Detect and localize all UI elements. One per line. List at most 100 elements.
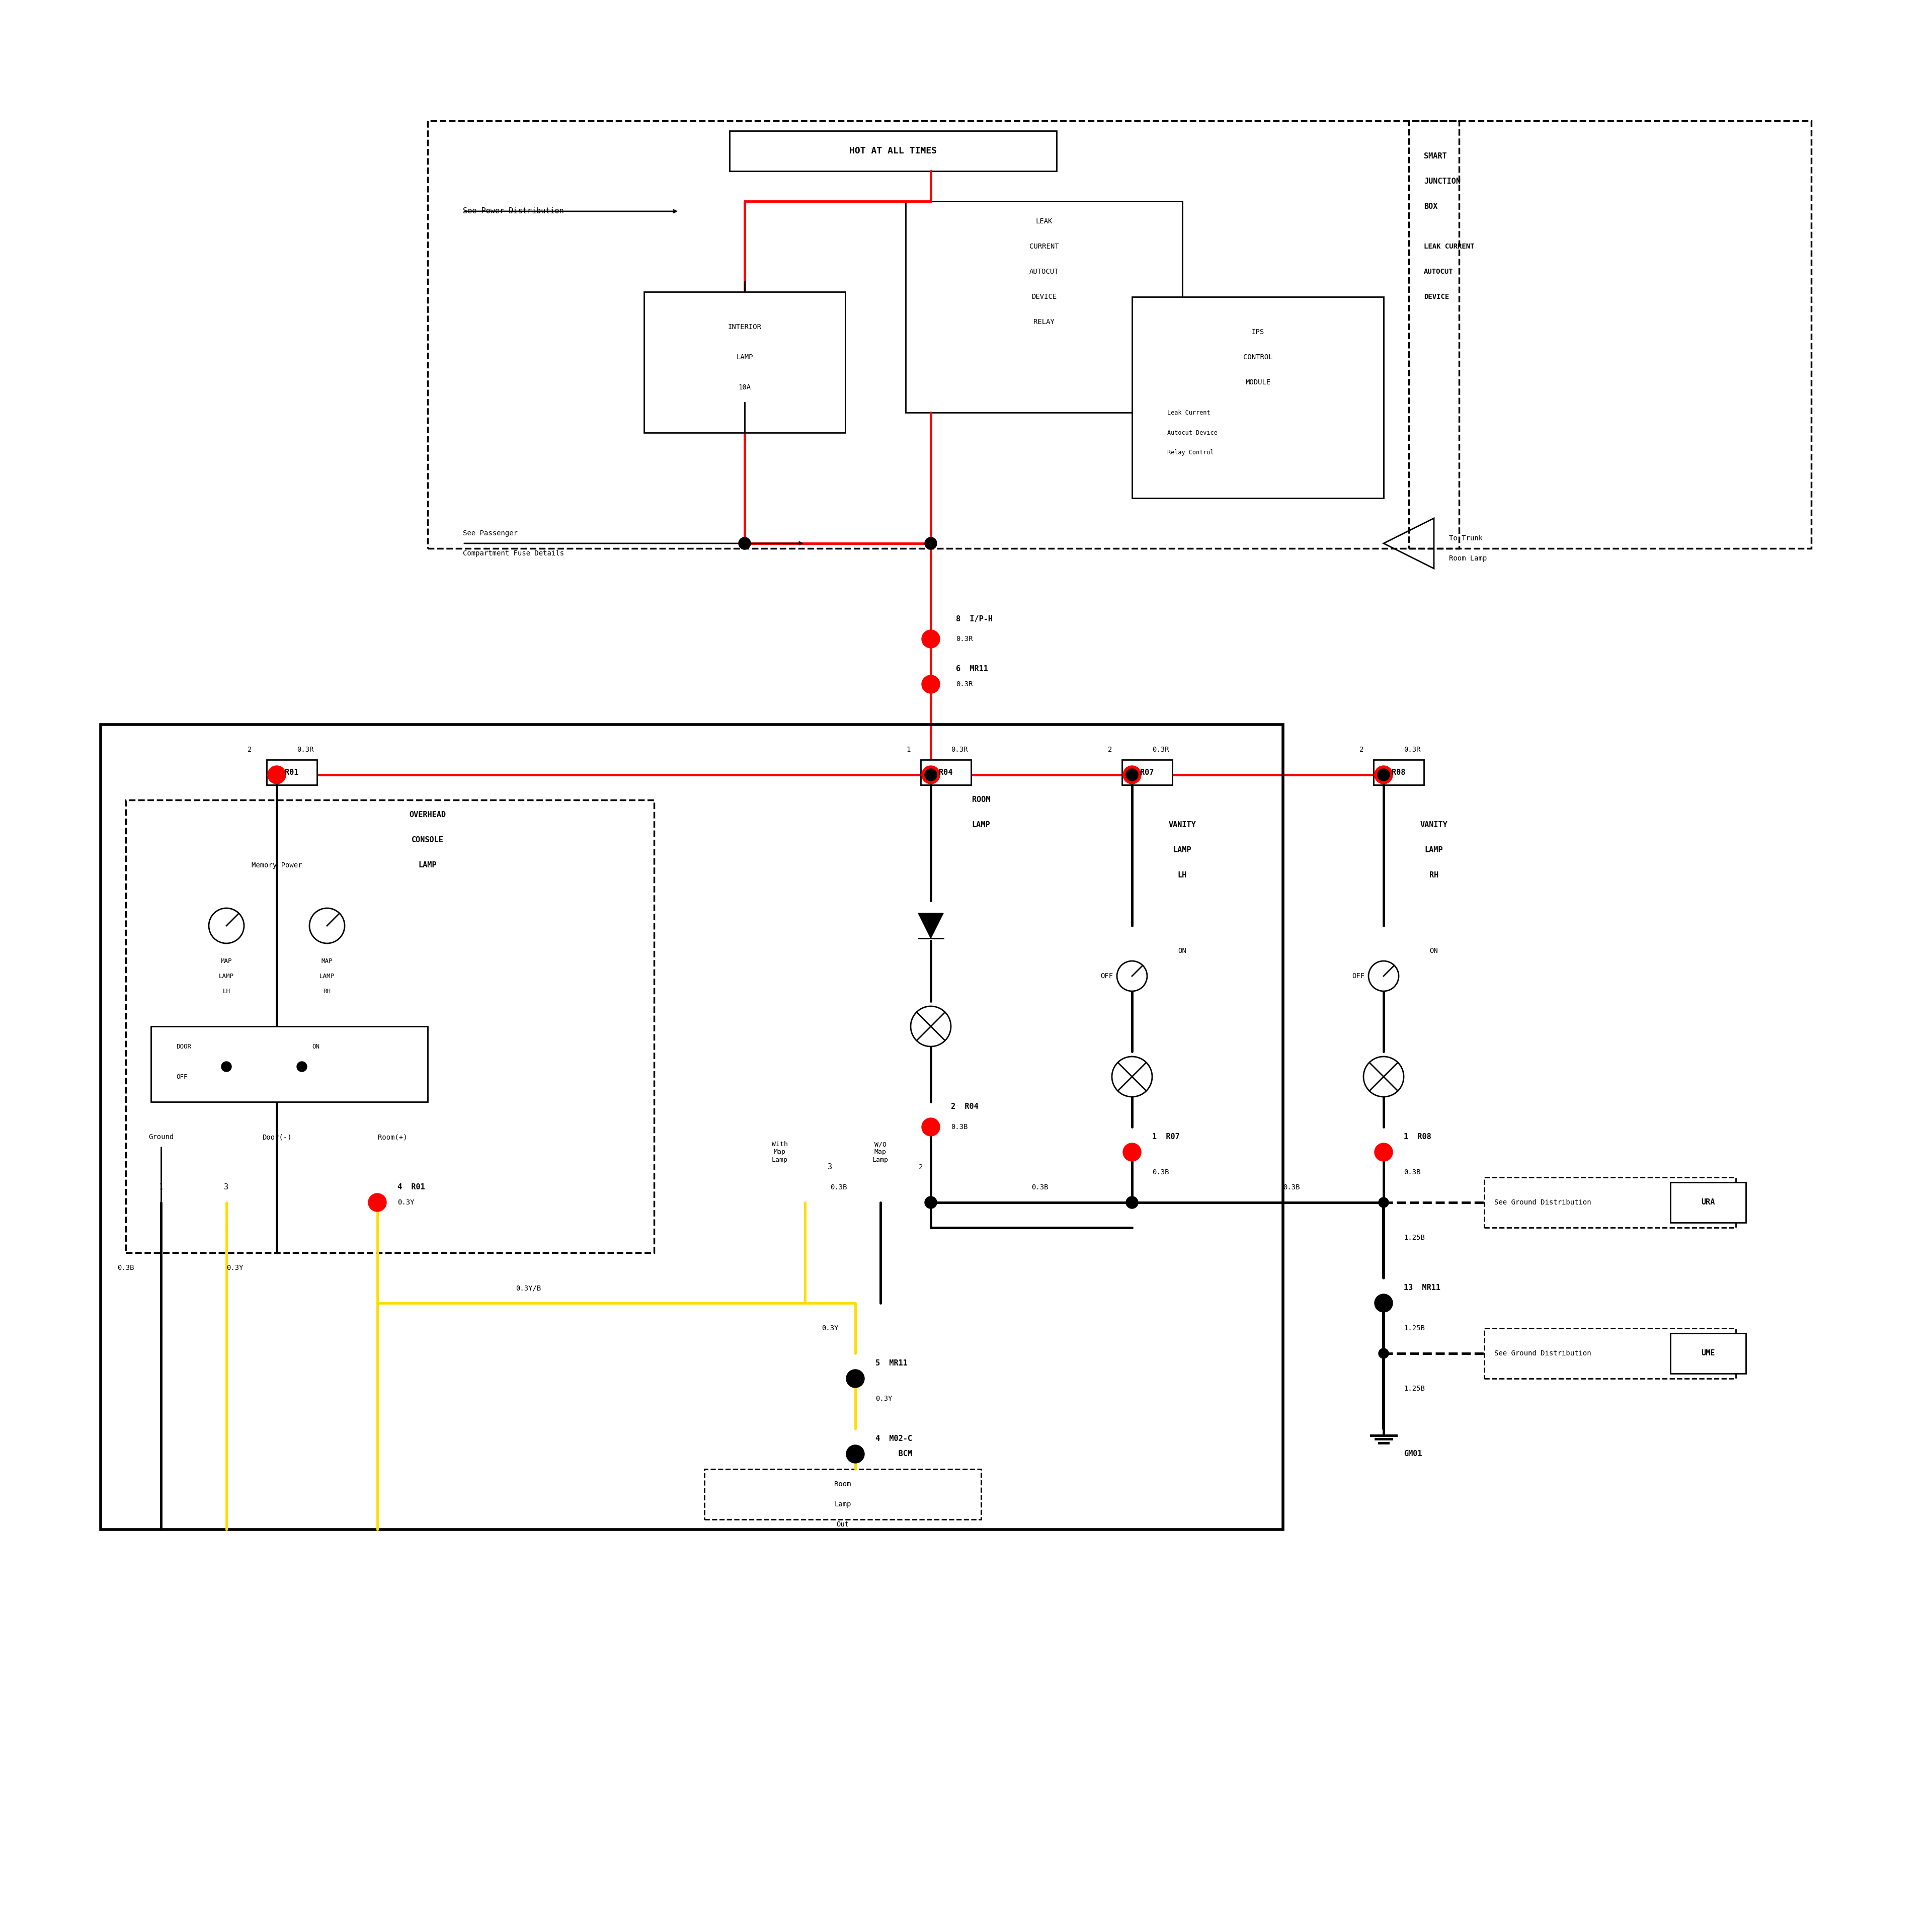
Text: MAP: MAP: [220, 958, 232, 964]
Text: VANITY: VANITY: [1169, 821, 1196, 829]
Text: 5  MR11: 5 MR11: [875, 1360, 908, 1368]
Text: LH: LH: [1179, 871, 1186, 879]
Text: See Ground Distribution: See Ground Distribution: [1493, 1350, 1592, 1356]
Text: 4  M02-C: 4 M02-C: [875, 1435, 912, 1443]
FancyBboxPatch shape: [1132, 298, 1383, 498]
Circle shape: [1122, 1144, 1142, 1161]
Text: Ground: Ground: [149, 1134, 174, 1140]
Circle shape: [910, 1007, 951, 1047]
Text: 0.3B: 0.3B: [831, 1184, 846, 1190]
Text: To Trunk: To Trunk: [1449, 535, 1482, 541]
Text: 2  R04: 2 R04: [951, 1103, 978, 1111]
FancyBboxPatch shape: [906, 201, 1182, 413]
Text: BCM: BCM: [875, 1451, 912, 1459]
Text: LH: LH: [222, 987, 230, 995]
Text: See Ground Distribution: See Ground Distribution: [1493, 1200, 1592, 1206]
Text: W/O
Map
Lamp: W/O Map Lamp: [873, 1142, 889, 1163]
Text: LAMP: LAMP: [736, 354, 753, 361]
Text: 0.3B: 0.3B: [1405, 1169, 1420, 1177]
Circle shape: [298, 1061, 307, 1072]
Text: With
Map
Lamp: With Map Lamp: [771, 1142, 788, 1163]
Circle shape: [925, 1196, 937, 1209]
Polygon shape: [918, 914, 943, 939]
Text: LEAK: LEAK: [1036, 218, 1053, 224]
FancyBboxPatch shape: [730, 131, 1057, 172]
Text: CONTROL: CONTROL: [1242, 354, 1273, 361]
Text: LAMP: LAMP: [218, 974, 234, 980]
Text: DEVICE: DEVICE: [1424, 294, 1449, 299]
Circle shape: [1374, 1294, 1393, 1312]
Text: AUTOCUT: AUTOCUT: [1424, 269, 1453, 274]
Text: 0.3R: 0.3R: [1151, 746, 1169, 753]
Circle shape: [738, 537, 752, 549]
Bar: [427, 120, 1459, 549]
Circle shape: [222, 1061, 232, 1072]
Circle shape: [925, 537, 937, 549]
Text: 4  R01: 4 R01: [398, 1184, 425, 1192]
Text: Room(+): Room(+): [377, 1134, 408, 1140]
Circle shape: [1378, 769, 1389, 781]
Text: R07: R07: [1140, 769, 1153, 777]
Circle shape: [1126, 769, 1138, 781]
Text: 2: 2: [247, 746, 251, 753]
FancyBboxPatch shape: [643, 292, 846, 433]
Text: 0.3B: 0.3B: [1032, 1184, 1049, 1190]
Text: 1.25B: 1.25B: [1405, 1385, 1424, 1393]
Text: R04: R04: [939, 769, 952, 777]
FancyBboxPatch shape: [1374, 759, 1424, 784]
Text: 2: 2: [1107, 746, 1113, 753]
Text: 3: 3: [224, 1184, 228, 1192]
Text: Lamp: Lamp: [835, 1501, 852, 1507]
Text: ON: ON: [311, 1043, 319, 1049]
Circle shape: [922, 1119, 939, 1136]
Text: LAMP: LAMP: [972, 821, 991, 829]
Text: 0.3Y: 0.3Y: [226, 1264, 243, 1271]
Text: Relay Control: Relay Control: [1167, 450, 1213, 456]
Text: 1.25B: 1.25B: [1405, 1235, 1424, 1240]
Text: 0.3B: 0.3B: [1283, 1184, 1300, 1190]
Text: 1: 1: [906, 746, 910, 753]
Circle shape: [1113, 1057, 1151, 1097]
FancyBboxPatch shape: [1671, 1333, 1747, 1374]
FancyBboxPatch shape: [705, 1468, 981, 1519]
Text: 1.25B: 1.25B: [1405, 1325, 1424, 1331]
Text: 3: 3: [827, 1163, 833, 1171]
Text: Room: Room: [835, 1480, 852, 1488]
Text: RELAY: RELAY: [1034, 319, 1055, 325]
Circle shape: [922, 765, 939, 784]
Circle shape: [1368, 960, 1399, 991]
Text: See Power Distribution: See Power Distribution: [464, 207, 564, 214]
Text: 13  MR11: 13 MR11: [1405, 1285, 1441, 1293]
Text: JUNCTION: JUNCTION: [1424, 178, 1461, 185]
Circle shape: [846, 1445, 864, 1463]
Circle shape: [925, 769, 937, 781]
Text: 1: 1: [158, 1184, 164, 1192]
Text: MODULE: MODULE: [1244, 379, 1271, 386]
Text: 0.3B: 0.3B: [118, 1264, 133, 1271]
Text: INTERIOR: INTERIOR: [728, 323, 761, 330]
Circle shape: [922, 674, 939, 694]
FancyBboxPatch shape: [1122, 759, 1173, 784]
Circle shape: [1122, 765, 1142, 784]
Circle shape: [1126, 1196, 1138, 1209]
Text: 1  R07: 1 R07: [1151, 1134, 1180, 1140]
Text: 6  MR11: 6 MR11: [956, 665, 987, 672]
FancyBboxPatch shape: [922, 759, 972, 784]
Text: ROOM: ROOM: [972, 796, 991, 804]
Text: 2: 2: [918, 1163, 923, 1171]
Text: MAP: MAP: [321, 958, 332, 964]
Text: R08: R08: [1391, 769, 1406, 777]
Text: 0.3Y: 0.3Y: [875, 1395, 893, 1403]
Text: 0.3Y/B: 0.3Y/B: [516, 1285, 541, 1291]
Text: DOOR: DOOR: [176, 1043, 191, 1049]
Text: 0.3R: 0.3R: [956, 636, 974, 643]
Text: 0.3R: 0.3R: [956, 680, 974, 688]
Bar: [1484, 1329, 1735, 1379]
Circle shape: [1379, 1198, 1389, 1208]
Text: Compartment Fuse Details: Compartment Fuse Details: [464, 551, 564, 556]
Text: 0.3Y: 0.3Y: [398, 1200, 413, 1206]
Text: Leak Current: Leak Current: [1167, 410, 1209, 415]
Text: RH: RH: [1430, 871, 1439, 879]
Text: Out: Out: [837, 1520, 848, 1528]
Text: RH: RH: [323, 987, 330, 995]
